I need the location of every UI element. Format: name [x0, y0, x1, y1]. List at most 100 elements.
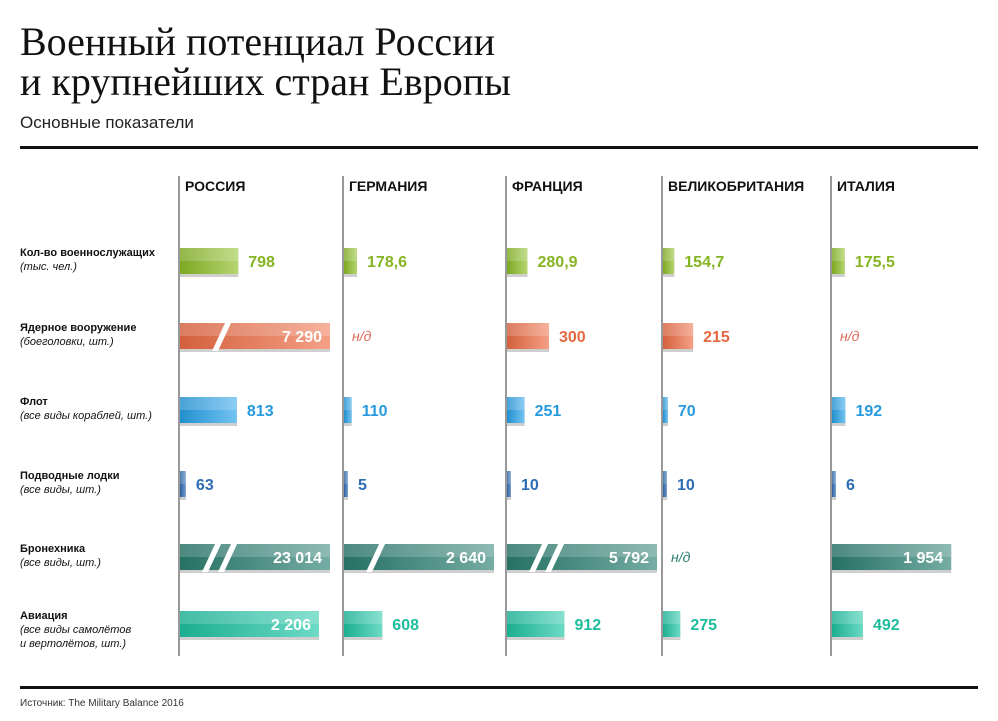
bar-highlight [507, 323, 549, 336]
na-label: н/д [352, 328, 372, 344]
indicator-label: Кол-во военнослужащих [20, 247, 156, 259]
indicator-unit: (все виды, шт.) [20, 484, 101, 496]
indicator-unit: (все виды кораблей, шт.) [20, 410, 152, 422]
indicator-label: Ядерное вооружение [20, 322, 136, 334]
data-label: 813 [247, 403, 274, 420]
bar-highlight [344, 397, 352, 410]
bottom-divider [20, 686, 978, 689]
bar [832, 248, 845, 274]
country-header: ИТАЛИЯ [837, 178, 895, 194]
country-header: ФРАНЦИЯ [512, 178, 583, 194]
break-mark [366, 542, 386, 572]
bar [832, 544, 952, 570]
data-label: 192 [855, 403, 882, 420]
data-label: 10 [521, 477, 539, 494]
bar-highlight [832, 471, 836, 484]
source-note: Источник: The Military Balance 2016 [20, 698, 184, 709]
data-label: 5 792 [609, 550, 649, 567]
data-label: 251 [535, 403, 562, 420]
break-mark [218, 542, 238, 572]
country-header: РОССИЯ [185, 178, 245, 194]
indicator-unit: (все виды самолётов [20, 624, 131, 636]
break-mark [212, 321, 232, 351]
bar [663, 611, 681, 637]
bar-highlight [507, 248, 528, 261]
bar [507, 611, 565, 637]
data-label: 7 290 [282, 329, 322, 346]
indicator-label: Подводные лодки [20, 470, 120, 482]
data-label: 275 [690, 617, 717, 634]
bar [180, 323, 330, 349]
indicator-unit: и вертолётов, шт.) [20, 638, 126, 650]
indicator-unit: (тыс. чел.) [20, 261, 77, 273]
bar [832, 397, 846, 423]
data-label: 2 640 [446, 550, 486, 567]
bar [180, 471, 186, 497]
top-divider [20, 146, 978, 149]
bar-highlight [344, 471, 348, 484]
bar [180, 397, 237, 423]
country-header: ВЕЛИКОБРИТАНИЯ [668, 178, 804, 194]
data-label: 178,6 [367, 254, 407, 271]
bar [832, 611, 863, 637]
indicator-label: Авиация [20, 610, 68, 622]
data-label: 5 [358, 477, 367, 494]
chart-title-line-2: и крупнейших стран Европы [20, 59, 511, 104]
bar [344, 397, 352, 423]
data-label: 912 [574, 617, 601, 634]
data-label: 2 206 [271, 617, 311, 634]
bar [663, 323, 694, 349]
indicator-unit: (все виды, шт.) [20, 557, 101, 569]
bar-highlight [507, 397, 525, 410]
country-header: ГЕРМАНИЯ [349, 178, 427, 194]
bar-highlight [663, 611, 681, 624]
bar [344, 248, 358, 274]
bar-highlight [663, 323, 694, 336]
bar-highlight [663, 397, 668, 410]
break-mark [545, 542, 565, 572]
data-label: 300 [559, 329, 586, 346]
data-label: 154,7 [684, 254, 724, 271]
break-mark [529, 542, 549, 572]
bar-highlight [832, 397, 846, 410]
bar [507, 397, 525, 423]
chart-subtitle: Основные показатели [20, 113, 194, 132]
data-label: 63 [196, 477, 214, 494]
bar [180, 611, 319, 637]
bar [663, 471, 667, 497]
bar [344, 471, 348, 497]
bar [507, 471, 511, 497]
data-label: 70 [678, 403, 696, 420]
data-label: 280,9 [538, 254, 578, 271]
data-label: 6 [846, 477, 855, 494]
bar [832, 471, 836, 497]
indicator-unit: (боеголовки, шт.) [20, 336, 114, 348]
bar-highlight [180, 471, 186, 484]
bar-highlight [180, 397, 237, 410]
bar-highlight [344, 248, 358, 261]
bar [180, 248, 239, 274]
data-label: 23 014 [273, 550, 322, 567]
data-label: 1 954 [903, 550, 943, 567]
indicator-label: Бронехника [20, 543, 86, 555]
indicator-label: Флот [20, 396, 48, 408]
bar-highlight [507, 611, 565, 624]
bar [663, 397, 668, 423]
bar-highlight [832, 611, 863, 624]
chart-title-line-1: Военный потенциал России [20, 19, 495, 64]
break-mark [202, 542, 222, 572]
data-label: 175,5 [855, 254, 895, 271]
na-label: н/д [840, 328, 860, 344]
data-label: 110 [362, 403, 388, 420]
bar-highlight [344, 611, 383, 624]
bar-highlight [663, 471, 667, 484]
bar [507, 248, 528, 274]
bar-highlight [832, 248, 845, 261]
bar-highlight [663, 248, 675, 261]
data-label: 10 [677, 477, 695, 494]
bar [344, 611, 383, 637]
bar-highlight [180, 323, 330, 336]
data-label: 215 [703, 329, 730, 346]
na-label: н/д [671, 549, 691, 565]
